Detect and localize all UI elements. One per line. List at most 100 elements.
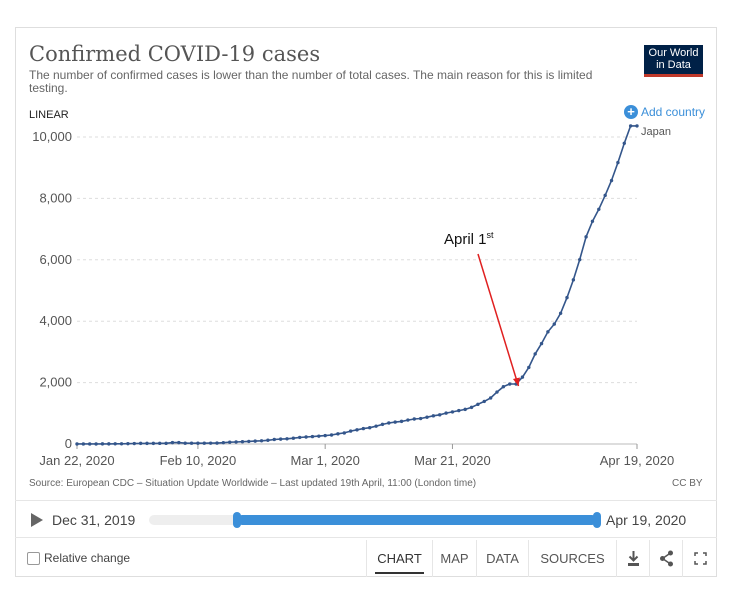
data-point <box>304 435 308 439</box>
data-point <box>501 385 506 389</box>
data-point <box>278 437 283 441</box>
share-icon <box>660 550 673 567</box>
data-point <box>616 160 620 165</box>
data-point <box>215 441 219 445</box>
data-point <box>132 441 136 446</box>
data-point <box>259 439 264 443</box>
data-point <box>272 437 276 442</box>
timeline-end-handle[interactable] <box>593 512 601 528</box>
series-label-japan: Japan <box>641 126 671 138</box>
timeline-selected-range <box>237 515 597 525</box>
y-tick-label: 10,000 <box>32 129 72 144</box>
share-button[interactable] <box>649 540 682 577</box>
data-point <box>412 417 416 421</box>
tab-map[interactable]: MAP <box>432 540 476 577</box>
data-point <box>622 141 626 145</box>
data-point <box>584 235 588 239</box>
data-point <box>329 433 334 437</box>
chart-title: Confirmed COVID-19 cases <box>29 42 321 66</box>
data-point <box>438 413 442 417</box>
owid-logo[interactable]: Our World in Data <box>644 45 703 77</box>
tab-chart[interactable]: CHART <box>366 540 432 577</box>
scale-toggle[interactable]: LINEAR <box>29 109 69 121</box>
plus-icon: + <box>624 105 638 119</box>
data-point <box>323 433 327 438</box>
data-point <box>361 426 366 431</box>
x-tick-label: Jan 22, 2020 <box>39 453 114 468</box>
play-icon[interactable] <box>31 513 43 527</box>
data-point <box>88 442 92 446</box>
data-point <box>94 442 98 446</box>
data-point <box>164 441 168 446</box>
data-point <box>253 439 257 443</box>
data-point <box>635 124 639 128</box>
data-point <box>317 434 321 438</box>
timeline-start-handle[interactable] <box>233 512 241 528</box>
y-tick-label: 0 <box>65 436 72 451</box>
data-point <box>177 440 181 445</box>
add-country-button[interactable]: + Add country <box>624 105 705 119</box>
logo-line-1: Our World <box>648 47 699 59</box>
x-tick-label: Mar 21, 2020 <box>414 453 491 468</box>
data-point <box>348 429 353 433</box>
data-point <box>138 441 143 446</box>
data-point <box>81 442 86 446</box>
annotation-label-text: April 1 <box>444 231 487 248</box>
data-point <box>291 436 296 440</box>
data-point <box>520 375 525 379</box>
data-point <box>609 178 614 183</box>
data-point <box>355 428 359 432</box>
data-point <box>425 415 429 419</box>
annotation-superscript: st <box>487 230 495 240</box>
data-point <box>450 410 455 414</box>
data-point <box>208 441 213 445</box>
data-point <box>202 441 206 445</box>
data-point <box>628 124 633 128</box>
chart-subtitle: The number of confirmed cases is lower t… <box>29 68 593 95</box>
relative-change-label: Relative change <box>44 551 131 565</box>
license-link[interactable]: CC BY <box>672 478 703 489</box>
data-point <box>113 442 117 446</box>
data-point <box>336 432 340 436</box>
data-point <box>151 441 156 446</box>
data-point <box>590 219 595 223</box>
data-point <box>342 431 346 435</box>
fullscreen-icon <box>694 552 707 565</box>
data-point <box>571 278 576 282</box>
y-tick-label: 8,000 <box>39 190 72 205</box>
y-tick-label: 4,000 <box>39 313 72 328</box>
logo-line-2: in Data <box>656 59 691 71</box>
data-point <box>482 399 486 404</box>
y-tick-label: 6,000 <box>39 252 72 267</box>
tab-sources[interactable]: SOURCES <box>528 540 616 577</box>
data-point <box>406 418 410 422</box>
fullscreen-button[interactable] <box>682 540 717 577</box>
data-point <box>399 419 404 424</box>
annotation-arrowhead <box>512 377 520 387</box>
data-point <box>234 440 238 444</box>
data-point <box>546 330 550 334</box>
data-point <box>285 437 289 441</box>
relative-change-checkbox[interactable]: Relative change <box>27 551 130 565</box>
series-line-japan <box>77 125 637 445</box>
download-icon <box>628 551 639 566</box>
timeline-end-label: Apr 19, 2020 <box>606 512 687 528</box>
data-point <box>527 365 531 370</box>
add-country-label: Add country <box>641 105 706 119</box>
timeline-start-label: Dec 31, 2019 <box>52 512 136 528</box>
data-point <box>189 441 194 445</box>
data-point <box>558 311 563 316</box>
data-point <box>508 382 512 386</box>
y-tick-label: 2,000 <box>39 375 72 390</box>
data-point <box>418 416 423 421</box>
data-point <box>126 441 130 446</box>
data-point <box>393 420 397 424</box>
data-point <box>565 295 569 300</box>
data-point <box>75 442 79 446</box>
annotation-arrow <box>477 253 520 387</box>
data-point <box>247 439 251 444</box>
download-button[interactable] <box>616 540 649 577</box>
data-point <box>380 422 385 427</box>
tab-data[interactable]: DATA <box>476 540 528 577</box>
data-point <box>183 441 187 445</box>
